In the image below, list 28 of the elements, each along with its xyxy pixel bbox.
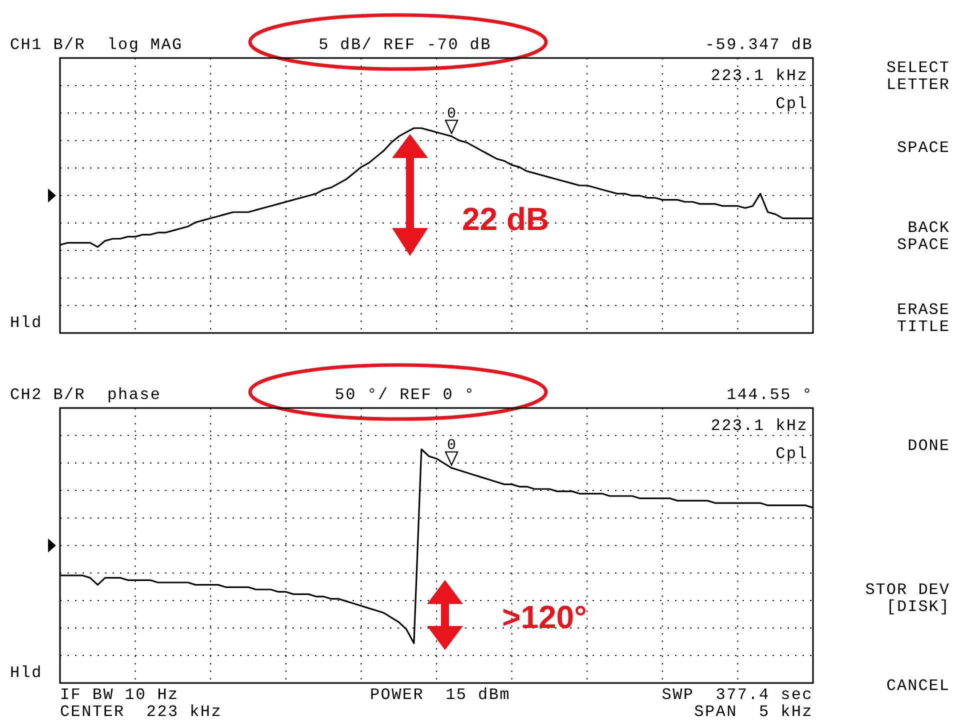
annotation: Cpl [776, 445, 808, 463]
text: POWER 15 dBm [370, 686, 510, 704]
text: STOR DEV [DISK] [865, 581, 950, 616]
text: CANCEL [886, 677, 950, 695]
chart-title: CH1 B/R log MAG [10, 36, 183, 54]
annotation: 0 [447, 436, 456, 454]
text: 223.1 kHz [710, 67, 808, 85]
text: SPAN 5 kHz [694, 703, 813, 721]
text: IF BW 10 Hz [60, 686, 179, 704]
chart-subtitle: 5 dB/ REF -70 dB [318, 36, 492, 54]
text: DONE [908, 437, 950, 455]
text: SWP 377.4 sec [662, 686, 813, 704]
text: Hld [10, 314, 42, 332]
annotation: 22 dB [462, 201, 550, 237]
text: -59.347 dB [704, 36, 813, 54]
annotation: >120° [502, 599, 587, 635]
text: SPACE [896, 139, 950, 157]
text: BACK SPACE [896, 219, 950, 254]
text: 144.55 ° [726, 386, 813, 404]
text: SELECT LETTER [886, 59, 950, 94]
chart-subtitle: 50 °/ REF 0 ° [334, 386, 476, 404]
chart-title: CH2 B/R phase [10, 386, 162, 404]
text: Hld [10, 664, 42, 682]
text: 223.1 kHz [710, 417, 808, 435]
text: ERASE TITLE [896, 301, 950, 336]
text: 0 [447, 105, 456, 122]
text: CENTER 223 kHz [60, 703, 222, 721]
text: Cpl [776, 95, 808, 113]
